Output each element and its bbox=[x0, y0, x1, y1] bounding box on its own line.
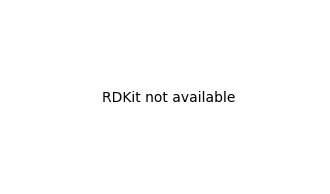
Text: RDKit not available: RDKit not available bbox=[102, 91, 236, 105]
